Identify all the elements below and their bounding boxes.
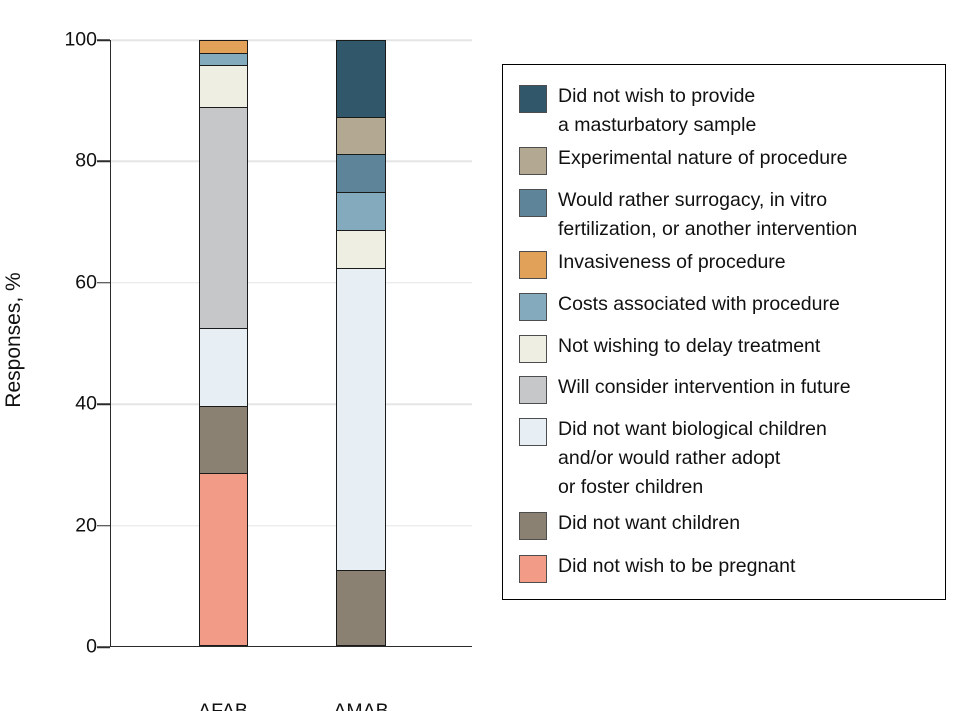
gridline-60 — [111, 282, 472, 284]
legend-label: Not wishing to delay treatment — [558, 335, 821, 357]
bar-segment — [337, 41, 385, 117]
bar-segment — [337, 267, 385, 570]
tick-mark-100 — [97, 39, 110, 41]
legend-label: Invasiveness of procedure — [558, 251, 786, 273]
gridline-80 — [111, 160, 472, 163]
legend-swatch-icon — [519, 376, 547, 404]
x-category-label-afab: AFAB — [198, 700, 248, 711]
legend-swatch-icon — [519, 512, 547, 540]
bar-segment — [200, 472, 247, 645]
legend-label: Did not want children — [558, 512, 741, 534]
bar-segment — [200, 65, 247, 108]
bar-segment — [337, 154, 385, 192]
bar-segment — [337, 192, 385, 230]
bar-segment — [200, 406, 247, 473]
legend-label: Did not want biological children and/or w… — [558, 418, 827, 498]
gridline-100 — [111, 39, 472, 41]
bar-segment — [200, 327, 247, 407]
legend-swatch-icon — [519, 189, 547, 217]
legend-label: Would rather surrogacy, in vitro fertiliz… — [558, 189, 858, 240]
plot-area: 0 20 40 60 80 100 AFAB AMAB — [64, 30, 472, 711]
legend-label: Did not wish to be pregnant — [558, 555, 796, 577]
legend-label: Did not wish to provide a masturbatory sa… — [558, 85, 757, 136]
bar-segment — [337, 569, 385, 645]
tick-mark-60 — [97, 282, 110, 284]
tick-label-40: 40 — [75, 392, 97, 415]
bar-amab — [336, 40, 386, 646]
tick-label-0: 0 — [86, 635, 97, 658]
y-axis-title: Responses, % — [2, 272, 25, 408]
legend-label: Will consider intervention in future — [558, 376, 851, 398]
tick-label-20: 20 — [75, 513, 97, 536]
legend-label: Experimental nature of procedure — [558, 147, 848, 169]
bar-segment — [200, 53, 247, 66]
bar-segment — [337, 229, 385, 268]
bar-segment — [200, 41, 247, 54]
legend-label: Costs associated with procedure — [558, 293, 840, 315]
legend-swatch-icon — [519, 85, 547, 113]
bar-segment — [200, 107, 247, 328]
tick-mark-80 — [97, 160, 110, 163]
legend-swatch-icon — [519, 555, 547, 583]
tick-mark-20 — [97, 524, 110, 527]
legend-swatch-icon — [519, 335, 547, 363]
legend-swatch-icon — [519, 147, 547, 175]
tick-label-80: 80 — [75, 149, 97, 172]
gridline-20 — [111, 524, 472, 527]
bar-segment — [337, 116, 385, 155]
x-category-label-amab: AMAB — [333, 700, 389, 711]
tick-label-100: 100 — [64, 28, 97, 51]
legend-swatch-icon — [519, 293, 547, 321]
legend-box: Did not wish to provide a masturbatory sa… — [502, 64, 946, 600]
bar-afab — [199, 40, 248, 646]
tick-label-60: 60 — [75, 271, 97, 294]
legend-swatch-icon — [519, 418, 547, 446]
tick-mark-0 — [97, 646, 110, 648]
gridline-40 — [111, 403, 472, 405]
tick-mark-40 — [97, 403, 110, 405]
legend-swatch-icon — [519, 251, 547, 279]
